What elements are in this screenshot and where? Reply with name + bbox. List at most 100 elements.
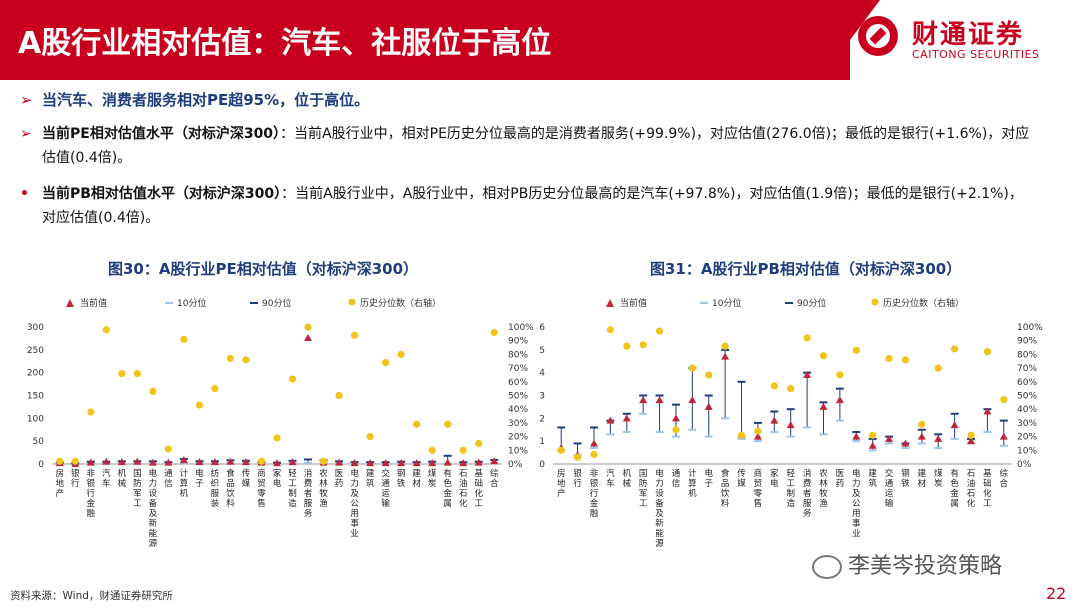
chart-2-category-label: 国: [639, 469, 648, 479]
chart-1-percentile-point: [475, 439, 483, 448]
chart-2-category-label: 算: [688, 478, 697, 489]
chart-2-category-label: 地: [557, 478, 566, 489]
chart-2-category-label: 工: [639, 499, 648, 509]
chart-2-category-label: 饮: [721, 488, 730, 499]
chart-1-category-label: 工: [288, 479, 297, 489]
chart-1-category-label: 金: [87, 498, 96, 509]
chart-1-category-label: 行: [87, 488, 96, 499]
chart-1-category-label: 通: [164, 468, 173, 479]
chart-2-category-label: 合: [1000, 478, 1009, 489]
chart-1-y2-tick-label: 0%: [508, 460, 523, 470]
chart-1-category-label: 设: [149, 488, 158, 499]
chart-2-category-label: 电: [770, 478, 779, 489]
chart-1-category-label: 合: [490, 478, 499, 489]
chart-1-category-label: 务: [304, 508, 313, 519]
chart-2-percentile-point: [590, 450, 598, 459]
chart-1-percentile-point: [56, 457, 64, 465]
chart-1-y-tick-label: 150: [27, 392, 44, 402]
chart-1-current-mark: [102, 457, 111, 465]
chart-2-category-label: 钢: [901, 468, 910, 479]
chart-2-y2-tick-label: 50%: [1017, 392, 1037, 402]
chart-1-category-label: 源: [149, 539, 158, 549]
chart-1-category-label: 制: [288, 488, 297, 499]
chart-1-category-label: 信: [164, 478, 173, 489]
chart-1-current-mark: [381, 459, 390, 467]
chart-2-category-label: 非: [590, 468, 599, 479]
chart-2-category-label: 计: [688, 468, 697, 479]
chart-2-y-tick-label: 1: [539, 437, 545, 447]
chart-1-legend-p90: 90分位: [262, 297, 291, 309]
chart-2-legend-current-marker: [606, 299, 614, 307]
chart-2-percentile-point: [901, 356, 910, 364]
chart-1-current-mark: [86, 458, 95, 466]
wechat-icon: [812, 555, 842, 579]
chart-1-category-label: 备: [149, 498, 158, 509]
chart-2-category-label: 渔: [819, 498, 828, 509]
chart-2-y2-tick-label: 30%: [1017, 419, 1037, 429]
chart-1-category-label: 房: [56, 468, 65, 479]
chart-1-category-label: 售: [257, 498, 266, 509]
chart-1-category-label: 业: [350, 528, 359, 539]
chart-2-category-label: 信: [672, 478, 681, 489]
bullet-1-text: 当汽车、消费者服务相对PE超95%，位于高位。: [42, 91, 370, 109]
chart-1-current-mark: [195, 458, 204, 466]
chart-2-category-label: 用: [852, 509, 861, 519]
chart-1-category-label: 家: [273, 468, 282, 479]
chart-2-percentile-point: [557, 446, 565, 454]
chart-2-legend-current: 当前值: [620, 297, 647, 309]
chart-1-y2-tick-label: 50%: [508, 392, 528, 402]
chart-1-category-label: 传: [242, 468, 251, 479]
chart-1-percentile-point: [350, 331, 359, 339]
chart-2-category-label: 及: [852, 489, 861, 499]
chart-1-current-mark: [148, 458, 157, 466]
chart-2-percentile-point: [606, 326, 614, 334]
chart-1-title: 图30：A股行业PE相对估值（对标沪深300）: [108, 260, 419, 278]
chart-2-percentile-point: [705, 371, 713, 379]
chart-2-y2-tick-label: 20%: [1017, 433, 1037, 443]
chart-2-percentile-point: [803, 334, 811, 342]
chart-1-current-mark: [443, 458, 452, 466]
chart-1-legend-percentile-marker: [348, 298, 356, 306]
chart-1-legend-percentile: 历史分位数（右轴）: [360, 297, 441, 309]
chart-2-percentile-point: [852, 346, 860, 354]
chart-1-category-label: 料: [226, 498, 235, 509]
chart-1-category-label: 农: [319, 468, 328, 479]
chart-2-legend-p90: 90分位: [797, 297, 826, 309]
chart-2-y2-tick-label: 40%: [1017, 405, 1037, 415]
chart-1-category-label: 车: [102, 478, 111, 489]
chart-1-percentile-point: [273, 434, 281, 442]
watermark: 李美岑投资策略: [812, 548, 1002, 580]
chart-1-y-tick-label: 0: [38, 460, 44, 470]
chart-1-percentile-point: [304, 323, 312, 331]
bullet-2-text: ：当前A股行业中，相对PE历史分位最高的是消费者服务(+99.9%)，对应估值(…: [42, 126, 1030, 166]
chart-2-legend-percentile-marker: [871, 298, 879, 306]
chart-2-category-label: 炭: [934, 479, 943, 489]
chart-1-current-mark: [474, 458, 483, 466]
chart-2-category-label: 石: [967, 489, 976, 499]
chart-1-category-label: 综: [490, 468, 499, 479]
chart-2-category-label: 医: [836, 469, 845, 479]
chart-2-percentile-point: [885, 354, 893, 363]
arrow-bullet-icon: ➢: [20, 91, 33, 109]
chart-2-percentile-point: [918, 420, 926, 428]
chart-1-legend-current-marker: [66, 299, 74, 307]
chart-2-current-mark: [999, 432, 1008, 440]
chart-1-percentile-point: [335, 391, 343, 400]
chart-2-category-label: 林: [819, 478, 828, 489]
chart-2-category-label: 化: [967, 498, 976, 509]
chart-1-category-label: 石: [459, 489, 468, 499]
chart-2-y2-tick-label: 100%: [1017, 323, 1043, 333]
chart-1-category-label: 属: [443, 499, 452, 509]
chart-2-category-label: 源: [655, 539, 664, 549]
chart-2-category-label: 家: [770, 468, 779, 479]
chart-1-category-label: 行: [71, 478, 80, 489]
chart-1-current-mark: [459, 459, 468, 467]
chart-2-category-label: 通: [672, 468, 681, 479]
chart-2-category-label: 机: [623, 468, 632, 479]
chart-2-percentile-point: [754, 427, 762, 435]
chart-2-percentile-point: [869, 431, 877, 439]
chart-2-y-tick-label: 3: [539, 392, 545, 402]
chart-2-category-label: 品: [721, 479, 730, 489]
chart-2-current-mark: [753, 432, 762, 440]
chart-1-y2-tick-label: 60%: [508, 378, 528, 388]
